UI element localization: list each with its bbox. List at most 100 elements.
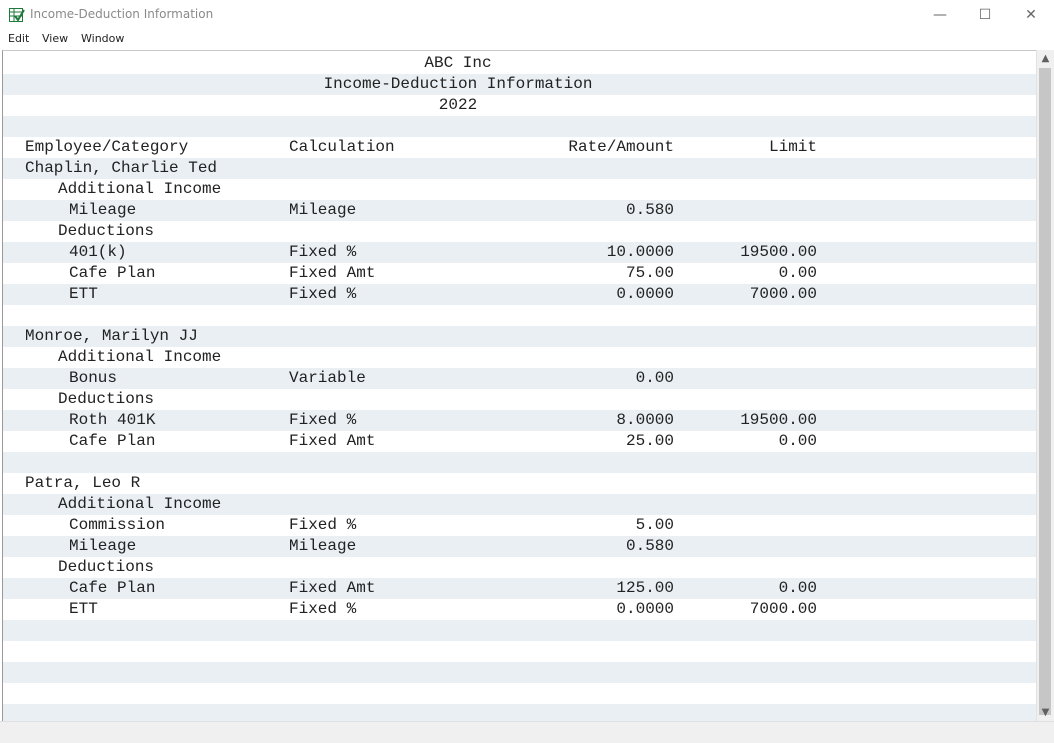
- item-rate: 8.0000: [616, 411, 674, 429]
- report-row: Income-Deduction Information: [3, 74, 1037, 95]
- report-row: [3, 704, 1037, 722]
- section-label-income: Additional Income: [58, 495, 222, 513]
- item-rate: 0.0000: [616, 600, 674, 618]
- report-row: 2022: [3, 95, 1037, 116]
- item-rate: 0.580: [625, 537, 674, 555]
- close-button[interactable]: ✕: [1025, 7, 1037, 23]
- report-row: Deductions: [3, 557, 1037, 578]
- section-label-deductions: Deductions: [58, 558, 155, 576]
- report-row: Additional Income: [3, 179, 1037, 200]
- item-name: Mileage: [69, 537, 137, 555]
- item-rate: 25.00: [625, 432, 674, 450]
- item-limit: 19500.00: [740, 243, 817, 261]
- item-calculation: Fixed %: [289, 516, 357, 534]
- section-label-income: Additional Income: [58, 180, 222, 198]
- item-limit: 0.00: [778, 432, 817, 450]
- item-name: Mileage: [69, 201, 137, 219]
- item-limit: 19500.00: [740, 411, 817, 429]
- header-rate: Rate/Amount: [568, 138, 674, 156]
- item-name: Commission: [69, 516, 166, 534]
- report-row: Deductions: [3, 389, 1037, 410]
- report-row: Additional Income: [3, 347, 1037, 368]
- item-calculation: Fixed %: [289, 411, 357, 429]
- report-row: [3, 305, 1037, 326]
- item-name: ETT: [69, 285, 98, 303]
- item-limit: [617, 368, 817, 389]
- employee-name: Chaplin, Charlie Ted: [25, 159, 218, 177]
- report-title: Income-Deduction Information: [323, 75, 593, 93]
- report-row: Roth 401K Fixed % 8.0000 19500.00: [3, 410, 1037, 431]
- section-label-deductions: Deductions: [58, 390, 155, 408]
- report-row: Chaplin, Charlie Ted: [3, 158, 1037, 179]
- item-name: Cafe Plan: [69, 579, 156, 597]
- item-name: Roth 401K: [69, 411, 156, 429]
- item-limit: [617, 536, 817, 557]
- section-label-income: Additional Income: [58, 348, 222, 366]
- report-row: Mileage Mileage 0.580: [3, 200, 1037, 221]
- maximize-button[interactable]: ☐: [978, 7, 992, 23]
- employee-name: Patra, Leo R: [25, 474, 141, 492]
- item-calculation: Fixed %: [289, 285, 357, 303]
- report-row: Commission Fixed % 5.00: [3, 515, 1037, 536]
- report-row: [3, 620, 1037, 641]
- item-limit: 0.00: [778, 579, 817, 597]
- item-limit: [617, 515, 817, 536]
- item-name: 401(k): [69, 243, 127, 261]
- status-bar: [0, 721, 1054, 743]
- report-row: Mileage Mileage 0.580: [3, 536, 1037, 557]
- item-name: Bonus: [69, 369, 118, 387]
- report-row: [3, 662, 1037, 683]
- report-row: [3, 641, 1037, 662]
- vertical-scrollbar[interactable]: ▲ ▼: [1036, 50, 1054, 721]
- header-category: Employee/Category: [25, 138, 189, 156]
- item-rate: 0.0000: [616, 285, 674, 303]
- report-row: Cafe Plan Fixed Amt 125.00 0.00: [3, 578, 1037, 599]
- item-name: Cafe Plan: [69, 432, 156, 450]
- report-row: Cafe Plan Fixed Amt 75.00 0.00: [3, 263, 1037, 284]
- report-row: [3, 683, 1037, 704]
- item-rate: 125.00: [616, 579, 674, 597]
- item-limit: 0.00: [778, 264, 817, 282]
- report-row: Employee/Category Calculation Rate/Amount L…: [3, 137, 1037, 158]
- item-calculation: Fixed Amt: [289, 579, 376, 597]
- report-row: ABC Inc: [3, 53, 1037, 74]
- report-company: ABC Inc: [424, 54, 492, 72]
- item-limit: 7000.00: [749, 285, 817, 303]
- item-calculation: Variable: [289, 369, 366, 387]
- report-row: Monroe, Marilyn JJ: [3, 326, 1037, 347]
- item-name: ETT: [69, 600, 98, 618]
- menu-bar: Edit View Window: [0, 30, 1054, 49]
- menu-edit[interactable]: Edit: [8, 32, 30, 45]
- report-row: Bonus Variable 0.00: [3, 368, 1037, 389]
- item-calculation: Mileage: [289, 537, 357, 555]
- title-bar: Income-Deduction Information — ☐ ✕: [0, 0, 1054, 30]
- report-row: Deductions: [3, 221, 1037, 242]
- item-calculation: Fixed Amt: [289, 432, 376, 450]
- report-row: Additional Income: [3, 494, 1037, 515]
- employee-name: Monroe, Marilyn JJ: [25, 327, 198, 345]
- item-rate: 10.0000: [606, 243, 674, 261]
- item-rate: 0.00: [635, 369, 674, 387]
- spreadsheet-check-icon: [9, 8, 25, 22]
- report-row: 401(k) Fixed % 10.0000 19500.00: [3, 242, 1037, 263]
- report-row: [3, 116, 1037, 137]
- item-rate: 5.00: [635, 516, 674, 534]
- menu-window[interactable]: Window: [81, 32, 125, 45]
- header-calculation: Calculation: [289, 138, 395, 156]
- item-calculation: Mileage: [289, 201, 357, 219]
- report-row: ETT Fixed % 0.0000 7000.00: [3, 599, 1037, 620]
- report-row: [3, 452, 1037, 473]
- minimize-button[interactable]: —: [933, 7, 947, 23]
- report-row: ETT Fixed % 0.0000 7000.00: [3, 284, 1037, 305]
- item-calculation: Fixed %: [289, 600, 357, 618]
- chevron-down-icon[interactable]: ▼: [1041, 707, 1050, 718]
- item-rate: 75.00: [625, 264, 674, 282]
- scroll-thumb[interactable]: [1039, 68, 1051, 715]
- report-year: 2022: [438, 96, 478, 114]
- menu-view[interactable]: View: [42, 32, 69, 45]
- item-calculation: Fixed %: [289, 243, 357, 261]
- section-label-deductions: Deductions: [58, 222, 155, 240]
- chevron-up-icon[interactable]: ▲: [1041, 53, 1050, 64]
- header-limit: Limit: [768, 138, 817, 156]
- report-row: Patra, Leo R: [3, 473, 1037, 494]
